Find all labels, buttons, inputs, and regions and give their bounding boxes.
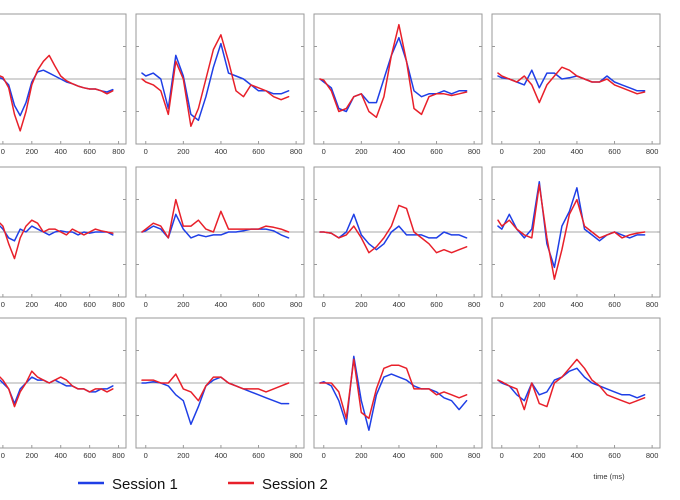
x-tick-label: 200 xyxy=(533,300,546,309)
series-session-1-line xyxy=(497,69,646,92)
x-tick-label: 600 xyxy=(430,147,443,156)
series-session-1-line xyxy=(0,225,114,242)
x-tick-label: 600 xyxy=(252,147,265,156)
x-tick-label: 200 xyxy=(355,451,368,460)
x-tick-label: 800 xyxy=(646,300,659,309)
x-tick-label: 800 xyxy=(290,147,303,156)
x-tick-label: 200 xyxy=(355,147,368,156)
x-tick-label: 0 xyxy=(322,147,326,156)
x-tick-label: 200 xyxy=(355,300,368,309)
x-tick-label: 0 xyxy=(144,147,148,156)
series-session-2-line xyxy=(497,66,646,104)
series-session-2-line xyxy=(0,54,114,132)
x-tick-label: 400 xyxy=(393,147,406,156)
x-tick-label: 600 xyxy=(252,451,265,460)
series-session-2-line xyxy=(319,23,468,119)
series-session-1-line xyxy=(497,181,646,269)
x-tick-label: 400 xyxy=(215,147,228,156)
panel-12: 0 200 400 600 800 xyxy=(491,317,661,460)
x-tick-label: 200 xyxy=(26,147,39,156)
series-session-2-line xyxy=(141,198,290,239)
x-tick-label: 800 xyxy=(112,300,125,309)
panel-1: 0 200 400 600 800 xyxy=(0,13,127,156)
x-tick-label: 200 xyxy=(177,147,190,156)
x-tick-label: 400 xyxy=(54,147,67,156)
x-tick-label: 0 xyxy=(1,147,5,156)
x-tick-label: 400 xyxy=(571,300,584,309)
panel-2: 0 200 400 600 800 xyxy=(135,13,305,156)
x-tick-label: 200 xyxy=(533,451,546,460)
x-tick-label: 400 xyxy=(393,300,406,309)
legend: Session 1 Session 2 xyxy=(78,476,328,493)
x-tick-label: 800 xyxy=(112,451,125,460)
x-tick-label: 800 xyxy=(290,300,303,309)
x-tick-label: 400 xyxy=(571,147,584,156)
x-tick-label: 600 xyxy=(430,451,443,460)
legend-label-session-2: Session 2 xyxy=(262,476,328,493)
series-session-2-line xyxy=(497,184,646,280)
x-tick-label: 0 xyxy=(1,300,5,309)
x-tick-label: 800 xyxy=(468,300,481,309)
x-tick-label: 400 xyxy=(215,451,228,460)
x-tick-label: 0 xyxy=(500,300,504,309)
x-tick-label: 400 xyxy=(393,451,406,460)
x-tick-label: 800 xyxy=(646,147,659,156)
series-session-1-line xyxy=(319,213,468,251)
series-session-1-line xyxy=(141,42,290,122)
x-tick-label: 200 xyxy=(177,300,190,309)
panel-6: 0 200 400 600 800 xyxy=(135,166,305,309)
series-session-2-line xyxy=(319,204,468,254)
panel-9: 0 200 400 600 800 xyxy=(0,317,127,460)
x-tick-label: 600 xyxy=(608,451,621,460)
x-tick-label: 800 xyxy=(290,451,303,460)
x-tick-label: 600 xyxy=(608,300,621,309)
x-tick-label: 0 xyxy=(322,451,326,460)
series-session-2-line xyxy=(0,370,114,408)
x-tick-label: 400 xyxy=(571,451,584,460)
series-session-2-line xyxy=(319,358,468,420)
series-session-2-line xyxy=(0,219,114,260)
x-tick-label: 200 xyxy=(533,147,546,156)
x-tick-label: 0 xyxy=(500,147,504,156)
x-tick-label: 0 xyxy=(322,300,326,309)
panel-11: 0 200 400 600 800 xyxy=(313,317,483,460)
series-session-1-line xyxy=(141,213,290,239)
x-tick-label: 800 xyxy=(468,147,481,156)
x-tick-label: 200 xyxy=(26,300,39,309)
x-tick-label: 400 xyxy=(215,300,228,309)
x-tick-label: 600 xyxy=(430,300,443,309)
panel-8: 0 200 400 600 800 xyxy=(491,166,661,309)
panel-7: 0 200 400 600 800 xyxy=(313,166,483,309)
series-session-2-line xyxy=(497,358,646,411)
panel-10: 0 200 400 600 800 xyxy=(135,317,305,460)
panel-5: 0 200 400 600 800 xyxy=(0,166,127,309)
x-tick-label: 600 xyxy=(83,451,96,460)
x-tick-label: 600 xyxy=(83,147,96,156)
x-tick-label: 400 xyxy=(54,451,67,460)
series-session-1-line xyxy=(0,69,114,117)
legend-label-session-1: Session 1 xyxy=(112,476,178,493)
panels-layer: 0 200 400 600 800 0 200 400 600 800 0 200 400 600 800 0… xyxy=(0,13,661,460)
series-session-2-line xyxy=(141,373,290,402)
panel-3: 0 200 400 600 800 xyxy=(313,13,483,156)
x-tick-label: 400 xyxy=(54,300,67,309)
series-session-1-line xyxy=(141,376,290,426)
x-tick-label: 800 xyxy=(646,451,659,460)
panel-4: 0 200 400 600 800 xyxy=(491,13,661,156)
x-tick-label: 0 xyxy=(500,451,504,460)
x-tick-label: 0 xyxy=(144,451,148,460)
x-tick-label: 800 xyxy=(468,451,481,460)
x-tick-label: 600 xyxy=(252,300,265,309)
series-session-2-line xyxy=(141,34,290,127)
x-tick-label: 200 xyxy=(177,451,190,460)
x-tick-label: 800 xyxy=(112,147,125,156)
x-tick-label: 600 xyxy=(608,147,621,156)
x-tick-label: 0 xyxy=(144,300,148,309)
series-session-1-line xyxy=(319,355,468,431)
x-tick-label: 600 xyxy=(83,300,96,309)
x-tick-label: 200 xyxy=(26,451,39,460)
x-axis-title: time (ms) xyxy=(593,472,625,481)
x-tick-label: 0 xyxy=(1,451,5,460)
